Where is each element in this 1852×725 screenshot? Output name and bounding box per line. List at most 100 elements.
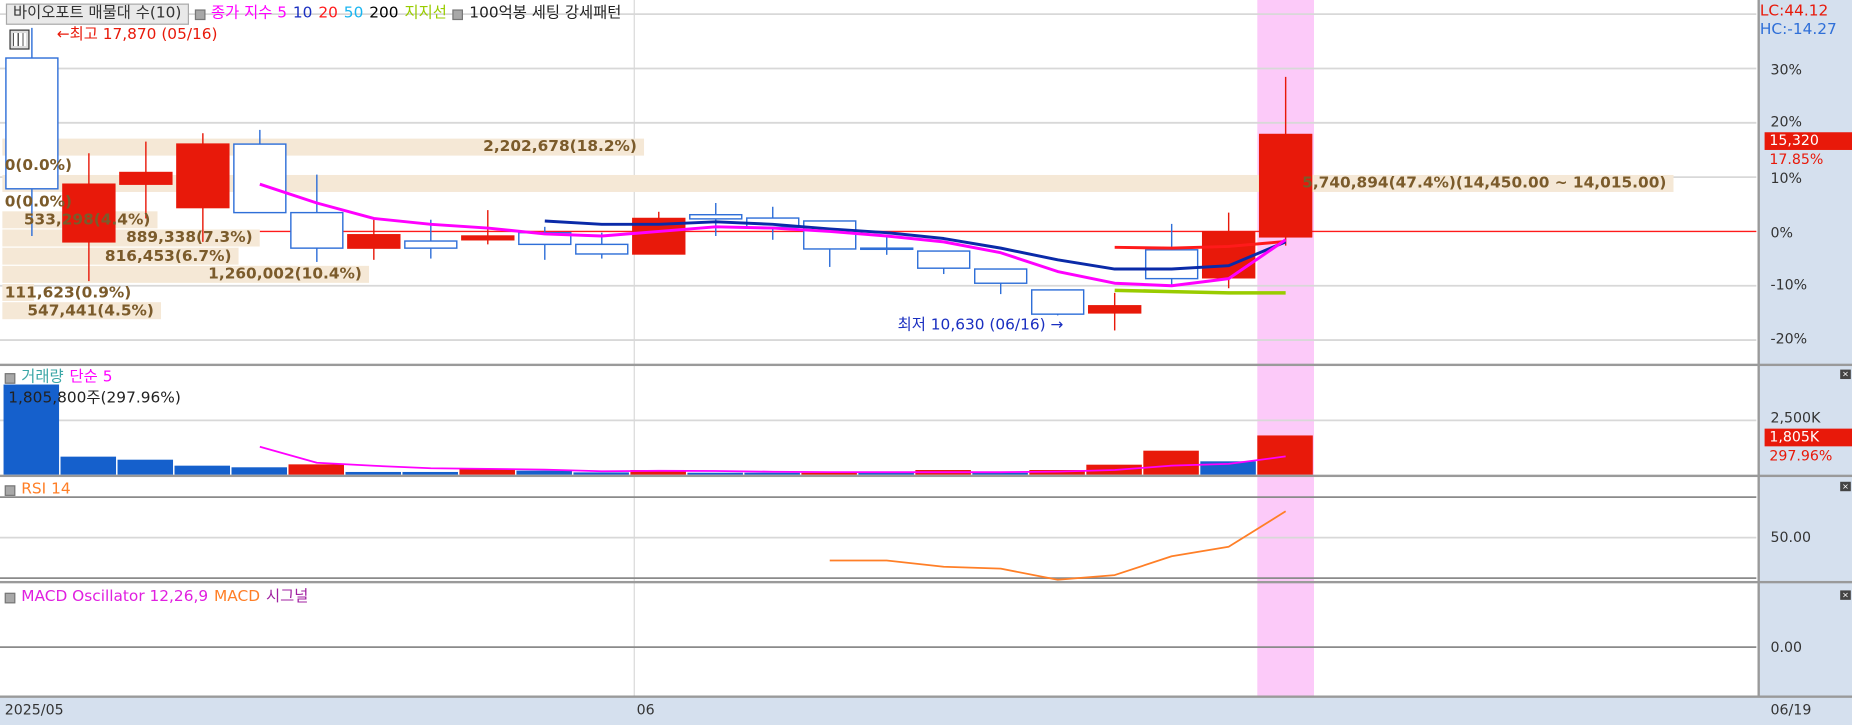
volume-bar xyxy=(174,465,231,475)
volume-bar xyxy=(573,472,629,475)
tick-label: -10% xyxy=(1770,276,1808,293)
ma-10-label[interactable]: 10 xyxy=(292,4,313,23)
close-panel-button[interactable]: × xyxy=(1840,481,1851,492)
volume-profile-label: 816,453(6.7%) xyxy=(104,247,232,266)
tick-label: -20% xyxy=(1770,330,1808,348)
candle-body xyxy=(689,213,743,220)
ma-legend-label[interactable]: 종가 지수 5 xyxy=(210,4,287,23)
high-annotation-text: 최고 17,870 (05/16) xyxy=(69,25,218,44)
candle-body xyxy=(1144,249,1199,280)
volume-profile-label: 0(0.0%) xyxy=(4,193,73,211)
candle-body xyxy=(5,57,59,190)
arrow-left-icon: ← xyxy=(56,25,70,44)
macd-oscillator-label[interactable]: MACD Oscillator 12,26,9 xyxy=(21,588,209,606)
current-volume-tag: 1,805K xyxy=(1764,428,1852,447)
candle-body xyxy=(233,143,287,214)
volume-bar xyxy=(516,470,572,475)
volume-bar xyxy=(1143,450,1199,475)
volume-profile-label: 1,260,002(10.4%) xyxy=(208,265,362,284)
candle-body xyxy=(860,247,914,251)
volume-profile-band xyxy=(2,247,239,265)
candle-body xyxy=(1030,289,1085,315)
candle-body xyxy=(176,143,230,209)
legend-toggle-icon[interactable] xyxy=(452,8,464,20)
volume-bar xyxy=(117,459,174,475)
lc-value: LC:44.12 xyxy=(1759,2,1829,21)
volume-bar xyxy=(288,464,345,475)
tick-label: 20% xyxy=(1770,113,1803,130)
candle-body xyxy=(974,268,1028,284)
volume-bar xyxy=(687,472,743,475)
signal-label[interactable]: 시그널 xyxy=(265,588,309,606)
legend-toggle-icon[interactable] xyxy=(4,484,16,496)
support-line-label[interactable]: 지지선 xyxy=(404,4,447,23)
ma-50-label[interactable]: 50 xyxy=(343,4,364,23)
candle-body xyxy=(62,183,116,243)
candle-body xyxy=(461,235,515,241)
value-axis-panel xyxy=(1757,0,1852,725)
arrow-right-icon: → xyxy=(1050,316,1064,335)
panel-divider[interactable] xyxy=(0,474,1852,478)
panel-divider[interactable] xyxy=(0,580,1852,584)
candle-body xyxy=(1201,231,1256,279)
price-legend: 바이오포트 매물대 수(10) 종가 지수 5 10 20 50 200 지지선… xyxy=(5,3,622,25)
volume-bar xyxy=(972,472,1028,475)
candle-body xyxy=(1258,133,1313,238)
ma-20-label[interactable]: 20 xyxy=(318,4,338,23)
volume-bar xyxy=(858,472,914,475)
legend-toggle-icon[interactable] xyxy=(4,372,16,384)
volume-bar xyxy=(402,471,458,475)
volume-profile-band xyxy=(2,265,370,283)
table-icon[interactable] xyxy=(9,29,30,50)
candle-body xyxy=(347,234,401,249)
candle-body xyxy=(575,243,629,255)
close-panel-button[interactable]: × xyxy=(1840,369,1851,380)
volume-bar xyxy=(231,467,288,475)
current-price-tag: 15,320 xyxy=(1764,132,1852,150)
volume-profile-band xyxy=(2,284,35,302)
hc-value: HC:-14.27 xyxy=(1759,21,1837,39)
rsi-legend: RSI 14 xyxy=(4,480,71,500)
volume-profile-label: 547,441(4.5%) xyxy=(27,302,154,320)
pattern-label[interactable]: 100억봉 세팅 강세패턴 xyxy=(469,4,622,23)
time-axis-panel xyxy=(0,695,1852,725)
ma20-line xyxy=(1114,239,1286,250)
candle-body xyxy=(803,220,857,250)
volume-profile-label: 5,740,894(47.4%)(14,450.00 ~ 14,015.00) xyxy=(1302,174,1667,193)
volume-ma5-line xyxy=(259,445,1286,474)
candle-body xyxy=(404,240,458,249)
panel-divider[interactable] xyxy=(0,363,1852,367)
support-line xyxy=(1114,288,1286,295)
volume-title[interactable]: 거래량 xyxy=(21,368,64,387)
rsi-title[interactable]: RSI 14 xyxy=(21,480,71,499)
macd-legend: MACD Oscillator 12,26,9 MACD 시그널 xyxy=(4,588,309,607)
low-annotation: 최저 10,630 (06/16) → xyxy=(898,316,1064,335)
volume-profile-label: 889,338(7.3%) xyxy=(126,229,253,248)
indicator-title-button[interactable]: 바이오포트 매물대 수(10) xyxy=(5,3,189,25)
candle-body xyxy=(1087,305,1142,314)
tick-label: 2,500K xyxy=(1770,409,1821,427)
ma10-line xyxy=(544,219,1287,271)
candle-body xyxy=(917,250,971,269)
legend-toggle-icon[interactable] xyxy=(194,8,206,20)
tick-label: 0% xyxy=(1770,224,1793,241)
volume-ma-label[interactable]: 단순 5 xyxy=(69,368,113,387)
volume-profile-label: 111,623(0.9%) xyxy=(4,284,132,302)
volume-profile-label: 0(0.0%) xyxy=(4,156,73,175)
volume-bar xyxy=(630,470,686,475)
volume-profile-band xyxy=(2,302,162,320)
rsi-line xyxy=(829,510,1287,581)
macd-label[interactable]: MACD xyxy=(214,588,261,606)
ma-200-label[interactable]: 200 xyxy=(369,4,399,23)
close-panel-button[interactable]: × xyxy=(1840,590,1851,600)
tick-label: 30% xyxy=(1770,61,1803,78)
volume-bar xyxy=(1257,435,1313,475)
volume-bar xyxy=(3,384,60,475)
volume-bar xyxy=(744,472,800,475)
volume-bar xyxy=(459,469,515,475)
legend-toggle-icon[interactable] xyxy=(4,592,16,603)
volume-value: 1,805,800주(297.96%) xyxy=(8,389,181,408)
candle-body xyxy=(290,211,344,249)
current-change-pct: 17.85% xyxy=(1769,151,1824,168)
